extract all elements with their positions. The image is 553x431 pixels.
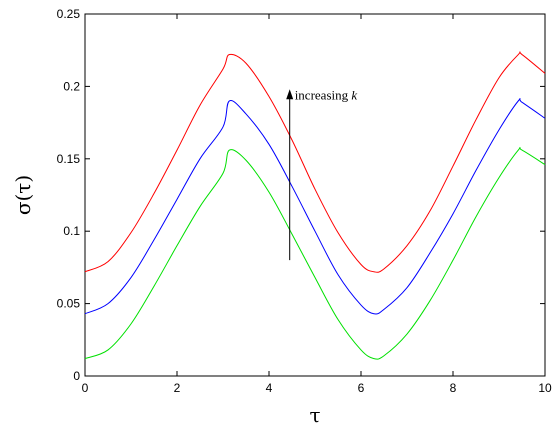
annotation-text-main: increasing bbox=[295, 87, 352, 102]
x-tick-label-1: 2 bbox=[174, 381, 181, 395]
annotation-text: increasing k bbox=[295, 87, 358, 102]
y-tick-label-4: 0.2 bbox=[63, 79, 80, 93]
x-tick-label-2: 4 bbox=[266, 381, 273, 395]
annotation-text-italic: k bbox=[351, 87, 357, 102]
y-tick-label-0: 0 bbox=[73, 369, 80, 383]
series-line-1 bbox=[84, 98, 546, 315]
x-tick-label-5: 10 bbox=[538, 381, 552, 395]
axis-ticks: 0 2 4 6 8 10 0 0.05 0.1 0.15 0.2 0.25 bbox=[57, 7, 552, 395]
series-line-0 bbox=[84, 51, 546, 273]
y-axis-label: σ(τ) bbox=[11, 175, 35, 215]
x-tick-label-3: 6 bbox=[358, 381, 365, 395]
y-tick-label-3: 0.15 bbox=[57, 152, 81, 166]
x-tick-label-4: 8 bbox=[450, 381, 457, 395]
y-tick-label-2: 0.1 bbox=[63, 224, 80, 238]
x-tick-label-0: 0 bbox=[82, 381, 89, 395]
y-tick-label-5: 0.25 bbox=[57, 7, 81, 21]
series-line-2 bbox=[84, 146, 546, 360]
series-lines bbox=[84, 51, 546, 360]
annotation: increasing k bbox=[286, 87, 358, 261]
y-tick-label-1: 0.05 bbox=[57, 297, 81, 311]
plot-frame bbox=[84, 13, 546, 377]
annotation-arrow-head bbox=[286, 89, 294, 100]
x-axis-label: τ bbox=[309, 403, 320, 427]
